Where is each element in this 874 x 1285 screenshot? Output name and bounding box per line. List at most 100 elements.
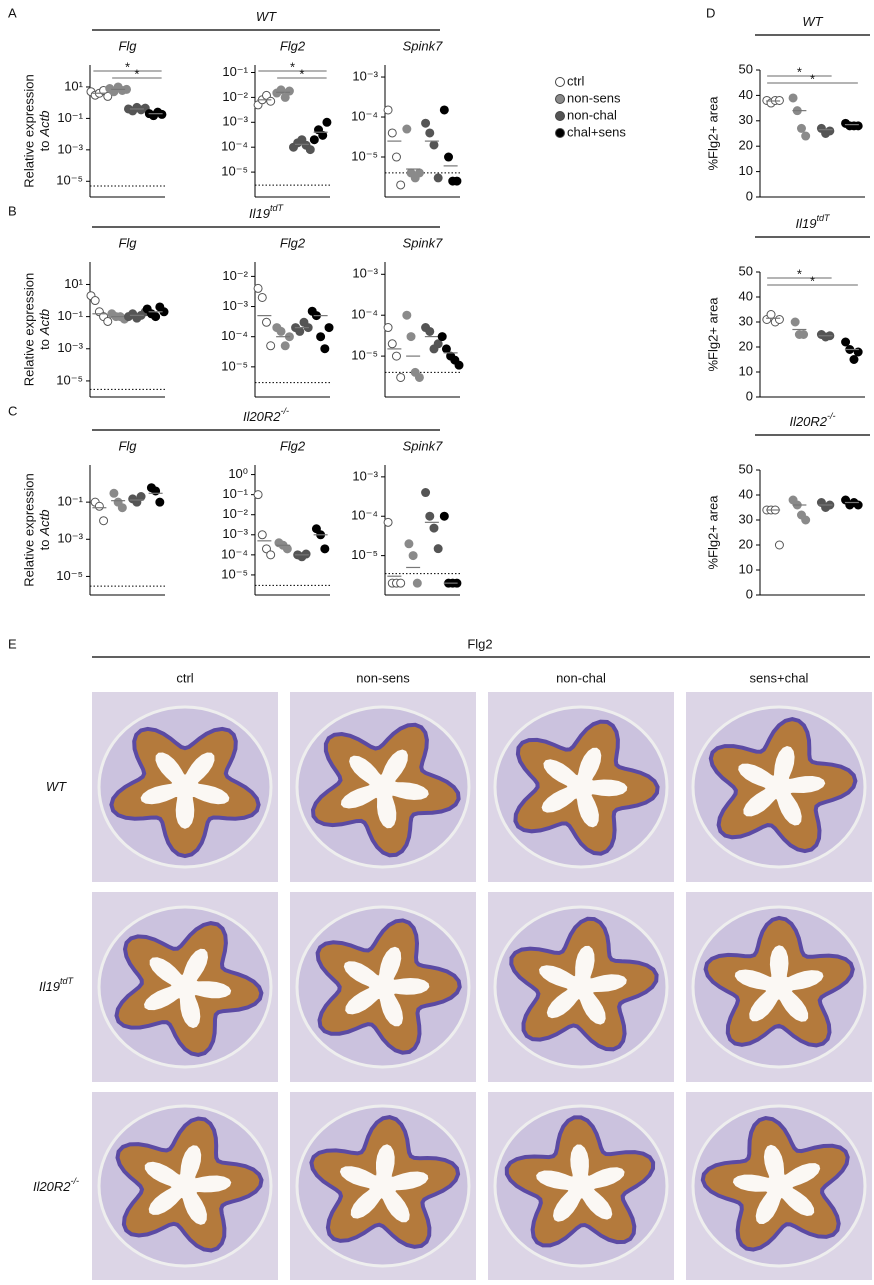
data-point xyxy=(276,326,286,336)
y-tick-label: 10¹ xyxy=(64,78,83,93)
row-label-base: WT xyxy=(46,779,67,794)
data-point xyxy=(429,523,439,533)
data-point xyxy=(257,530,267,540)
row-header-sup: -/- xyxy=(827,411,836,421)
column-label: sens+chal xyxy=(750,670,809,685)
data-point xyxy=(383,323,393,333)
y-tick-label: 10⁻⁵ xyxy=(351,348,378,363)
row-header-sup: tdT xyxy=(816,213,831,223)
data-point xyxy=(849,355,859,364)
legend-label: ctrl xyxy=(567,73,584,88)
row-header-base: Il19 xyxy=(249,206,270,221)
data-point xyxy=(437,332,447,342)
chart-title: Flg xyxy=(118,38,137,53)
y-tick-label: 10¹ xyxy=(64,276,83,291)
y-tick-label: 10⁻³ xyxy=(57,340,83,355)
panel-label: B xyxy=(8,203,17,218)
lumen xyxy=(144,1145,232,1225)
y-tick-label: 50 xyxy=(739,263,753,278)
row-header-base: Il20R2 xyxy=(789,414,827,429)
data-point xyxy=(318,130,328,140)
y-tick-label: 10⁻⁴ xyxy=(221,139,248,154)
y-tick-label: 10⁰ xyxy=(228,466,248,481)
data-point xyxy=(155,497,165,507)
data-point xyxy=(402,124,412,134)
data-point xyxy=(383,105,393,115)
lumen xyxy=(541,747,628,828)
y-tick-label: 10⁻⁴ xyxy=(351,508,378,523)
y-tick-label: 0 xyxy=(746,388,753,403)
legend-marker xyxy=(555,94,565,104)
lumen xyxy=(343,946,430,1027)
data-point xyxy=(266,341,276,351)
y-label: to Actb xyxy=(37,309,52,350)
chart-title: Flg2 xyxy=(280,438,306,453)
data-point xyxy=(441,344,451,354)
column-label: non-sens xyxy=(356,670,410,685)
data-point xyxy=(387,339,397,349)
y-tick-label: 10⁻⁵ xyxy=(56,372,83,387)
row-header-base: WT xyxy=(256,9,277,24)
data-point xyxy=(103,316,113,326)
chart-title: Flg2 xyxy=(280,38,306,53)
data-point xyxy=(774,315,784,324)
y-label: %Flg2+ area xyxy=(705,297,720,372)
data-point xyxy=(266,96,276,106)
data-point xyxy=(99,516,109,526)
data-point xyxy=(439,105,449,115)
chart-title: Flg2 xyxy=(280,235,306,250)
data-point xyxy=(295,326,305,336)
data-point xyxy=(396,180,406,190)
data-point xyxy=(311,524,321,534)
data-point xyxy=(766,310,776,319)
y-tick-label: 20 xyxy=(739,338,753,353)
data-point xyxy=(790,317,800,327)
row-label: Il20R2-/- xyxy=(33,1176,79,1194)
significance-label: * xyxy=(797,266,802,281)
y-label-text: to xyxy=(37,339,52,350)
y-tick-label: 10 xyxy=(739,163,753,178)
data-point xyxy=(305,145,315,155)
data-point xyxy=(387,128,397,138)
y-label-gene: Actb xyxy=(37,510,52,537)
lumen xyxy=(539,945,627,1025)
legend-marker xyxy=(555,111,565,121)
data-point xyxy=(412,578,422,588)
data-point xyxy=(266,550,276,560)
data-point xyxy=(280,92,290,102)
data-point xyxy=(788,93,798,103)
y-label: Relative expression xyxy=(21,473,36,586)
y-label: Relative expression xyxy=(21,74,36,187)
data-point xyxy=(253,490,263,500)
data-point xyxy=(90,296,100,306)
y-tick-label: 10⁻² xyxy=(222,89,248,104)
y-label-text: to xyxy=(37,540,52,551)
y-label: %Flg2+ area xyxy=(705,495,720,570)
y-tick-label: 0 xyxy=(746,586,753,601)
column-label: non-chal xyxy=(556,670,606,685)
y-tick-label: 10⁻⁴ xyxy=(221,328,248,343)
y-tick-label: 20 xyxy=(739,138,753,153)
y-tick-label: 10⁻⁵ xyxy=(221,566,248,581)
y-tick-label: 10⁻⁵ xyxy=(351,547,378,562)
panel-label: A xyxy=(8,5,17,20)
y-label-gene: Actb xyxy=(37,111,52,138)
y-tick-label: 10⁻² xyxy=(222,506,248,521)
data-point xyxy=(157,109,167,119)
data-point xyxy=(454,360,464,370)
legend-label: chal+sens xyxy=(567,124,626,139)
y-tick-label: 10⁻⁴ xyxy=(221,546,248,561)
y-tick-label: 30 xyxy=(739,511,753,526)
data-point xyxy=(421,118,431,128)
row-label-base: Il19 xyxy=(39,979,60,994)
data-point xyxy=(429,140,439,150)
y-tick-label: 10⁻⁵ xyxy=(56,568,83,583)
significance-label: * xyxy=(810,71,815,86)
data-point xyxy=(425,511,435,521)
significance-label: * xyxy=(290,59,295,74)
lumen xyxy=(732,1144,821,1224)
chart-title: Spink7 xyxy=(403,38,444,53)
data-point xyxy=(452,176,462,186)
data-point xyxy=(402,310,412,320)
data-point xyxy=(841,337,851,347)
